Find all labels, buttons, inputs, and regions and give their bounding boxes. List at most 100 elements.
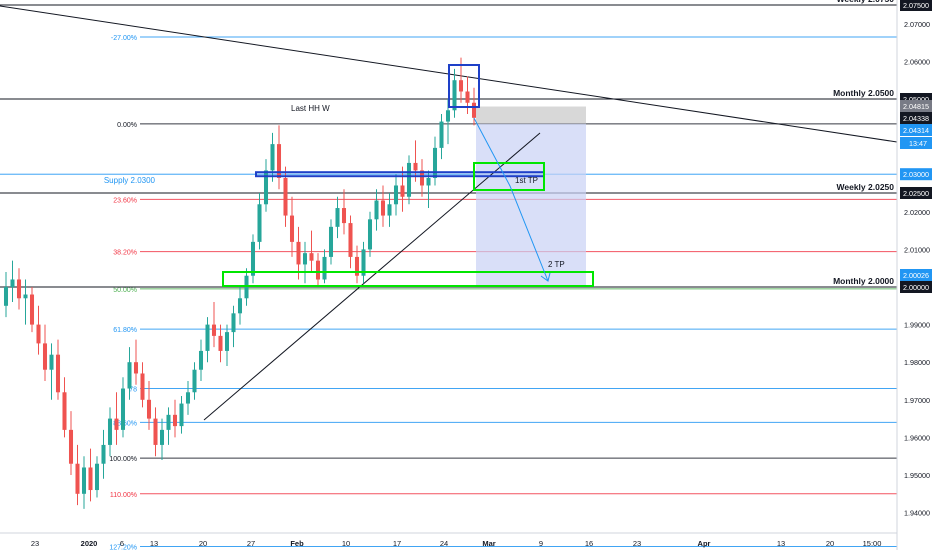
fib-level-label: 78: [129, 387, 137, 394]
candle-body: [49, 354, 54, 370]
candle-body: [140, 373, 145, 400]
price-tick-label: 2.01000: [904, 245, 930, 254]
price-tag-bg: [900, 269, 932, 281]
time-tick-label: Feb: [290, 539, 304, 548]
candle-body: [185, 392, 191, 404]
candle-body: [146, 399, 152, 419]
fib-level-label: 23.60%: [113, 197, 137, 204]
fib-level-label: 127.20%: [109, 544, 137, 550]
candle-body: [458, 80, 464, 92]
candle-body: [10, 279, 15, 287]
candle-body: [75, 463, 80, 494]
time-tick-label: 20: [199, 539, 207, 548]
candle-body: [81, 467, 87, 494]
price-tag-bg: [900, 0, 932, 11]
price-tick-label: 2.07000: [904, 20, 930, 29]
price-tick-label: 2.04815: [903, 102, 929, 111]
candle-body: [231, 313, 236, 333]
price-tag-bg: [900, 124, 932, 136]
price-tick-label: 2.02500: [903, 189, 929, 198]
fib-level-label: 0.00%: [117, 122, 137, 129]
fib-level-label: 61.80%: [113, 327, 137, 334]
price-tick-label: 2.06000: [904, 57, 930, 66]
target-zone: [476, 123, 586, 286]
candle-body: [289, 215, 295, 242]
candle-body: [62, 392, 67, 430]
fib-level-label: -27.00%: [111, 35, 137, 42]
time-tick-label: 9: [539, 539, 543, 548]
candle-body: [263, 170, 269, 205]
time-tick-label: 24: [440, 539, 448, 548]
candle-body: [439, 121, 444, 148]
candle-body: [36, 324, 41, 344]
projection-path: [473, 117, 549, 282]
candle-body: [354, 256, 360, 276]
candle-body: [218, 335, 223, 351]
candle-body: [68, 429, 74, 464]
candle-body: [114, 418, 119, 430]
time-tick-label: 15:00: [863, 539, 882, 548]
price-tick-label: 2.07500: [903, 1, 929, 10]
time-tick-label: Apr: [698, 539, 711, 548]
countdown-label: 13:47: [909, 139, 927, 148]
candle-body: [309, 253, 314, 261]
candle-body: [452, 80, 457, 111]
candle-body: [406, 162, 412, 197]
price-tick-label: 2.04314: [903, 126, 929, 135]
monthly-demand-box: [222, 271, 594, 287]
price-tag-bg: [900, 187, 932, 199]
price-tag-bg: [900, 168, 932, 181]
candle-body: [192, 369, 197, 393]
candle-body: [205, 324, 210, 351]
candle-body: [426, 177, 431, 186]
candle-body: [361, 249, 366, 276]
time-tick-label: 23: [633, 539, 641, 548]
candle-body: [387, 204, 392, 216]
candle-body: [224, 332, 230, 351]
time-tick-label: 20: [826, 539, 834, 548]
candle-body: [101, 444, 106, 464]
price-tick-label: 1.94000: [904, 509, 930, 518]
supply-label: Supply 2.0300: [104, 176, 156, 185]
fib-level-label: 50.00%: [113, 287, 137, 294]
fib-level-label: 88.60%: [113, 420, 137, 427]
key-level-label: Weekly 2.0250: [837, 182, 895, 192]
candle-body: [348, 223, 353, 257]
time-tick-label: 27: [247, 539, 255, 548]
candle-body: [42, 343, 48, 370]
candle-body: [237, 298, 243, 314]
candle-body: [250, 241, 256, 276]
candle-body: [296, 241, 301, 265]
last-hh-label: Last HH W: [291, 104, 330, 113]
candle-body: [367, 219, 373, 250]
price-tick-label: 1.99000: [904, 321, 930, 330]
candle-body: [172, 414, 178, 427]
tp2-label: 2 TP: [548, 260, 565, 269]
candle-body: [315, 260, 321, 280]
candle-body: [302, 253, 308, 265]
candle-body: [16, 279, 22, 299]
candle-body: [471, 102, 477, 118]
candle-body: [179, 403, 184, 427]
time-tick-label: 10: [342, 539, 350, 548]
candle-body: [107, 418, 113, 445]
price-tick-label: 1.98000: [904, 358, 930, 367]
price-tick-label: 1.95000: [904, 471, 930, 480]
time-tick-label: 13: [777, 539, 785, 548]
candle-body: [328, 226, 334, 257]
candle-body: [133, 362, 139, 374]
candle-body: [211, 324, 217, 336]
fib-level-label: 110.00%: [110, 492, 137, 499]
tp1-label: 1st TP: [515, 176, 538, 185]
price-tick-label: 2.00026: [903, 271, 929, 280]
candle-body: [166, 414, 171, 430]
candle-body: [432, 147, 438, 178]
price-tag-bg: [900, 112, 932, 124]
candle-body: [276, 144, 282, 178]
candle-body: [55, 354, 61, 393]
tp1-zone-box: [473, 162, 545, 191]
countdown-bg: [900, 137, 932, 149]
candle-body: [120, 388, 126, 430]
